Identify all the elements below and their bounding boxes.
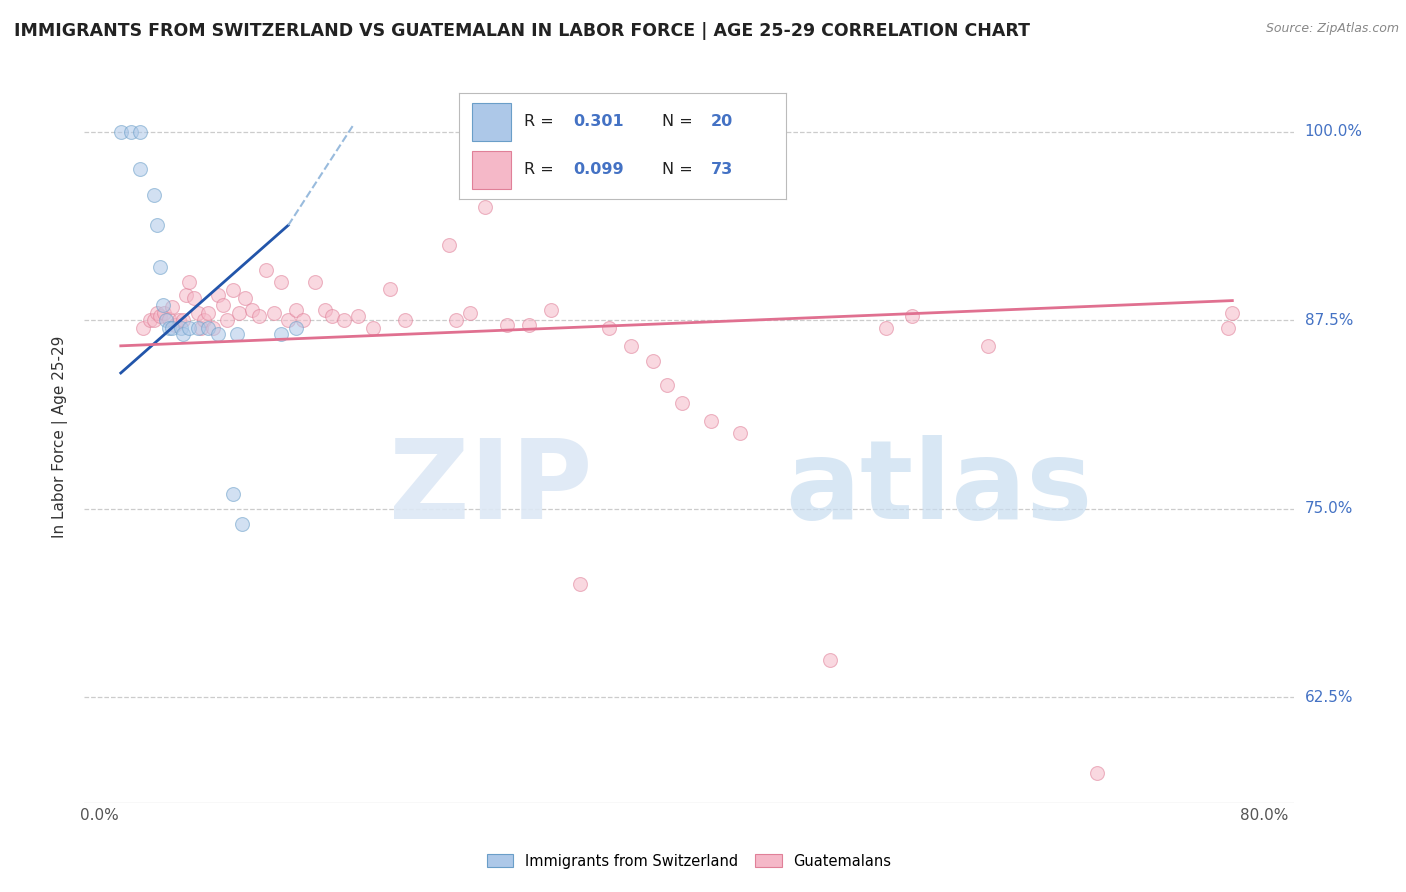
Text: 62.5%: 62.5% — [1305, 690, 1353, 705]
Point — [183, 291, 205, 305]
Point — [190, 320, 212, 334]
Point — [444, 313, 467, 327]
Point — [540, 302, 562, 317]
Point — [394, 313, 416, 327]
Point — [160, 320, 183, 334]
Point — [304, 276, 326, 290]
Point — [207, 287, 229, 301]
Point — [179, 276, 201, 290]
Point — [149, 309, 172, 323]
Point — [1085, 765, 1108, 780]
Point — [620, 339, 643, 353]
Point — [901, 309, 924, 323]
Point — [155, 313, 177, 327]
Point — [176, 287, 198, 301]
Point — [228, 306, 250, 320]
Point — [153, 306, 176, 320]
Point — [700, 414, 723, 428]
Text: 75.0%: 75.0% — [1305, 501, 1353, 516]
Legend: Immigrants from Switzerland, Guatemalans: Immigrants from Switzerland, Guatemalans — [486, 854, 891, 869]
Point — [263, 306, 285, 320]
Point — [655, 378, 678, 392]
Point — [231, 516, 253, 531]
Point — [187, 306, 209, 320]
Point — [143, 313, 166, 327]
Point — [314, 302, 336, 317]
Point — [163, 318, 186, 332]
Point — [197, 306, 219, 320]
Text: 87.5%: 87.5% — [1305, 313, 1353, 327]
Point — [256, 263, 278, 277]
Point — [380, 281, 402, 295]
Point — [207, 326, 229, 341]
Point — [474, 200, 496, 214]
Y-axis label: In Labor Force | Age 25-29: In Labor Force | Age 25-29 — [52, 336, 69, 538]
Point — [1220, 306, 1243, 320]
Point — [201, 320, 224, 334]
Point — [222, 283, 245, 297]
Point — [169, 320, 191, 334]
Point — [332, 313, 354, 327]
Point — [157, 320, 180, 334]
Point — [247, 309, 270, 323]
Text: Source: ZipAtlas.com: Source: ZipAtlas.com — [1265, 22, 1399, 36]
Point — [187, 320, 209, 334]
Point — [347, 309, 370, 323]
Point — [270, 326, 292, 341]
Text: 100.0%: 100.0% — [1305, 124, 1362, 139]
Point — [139, 313, 162, 327]
Point — [728, 426, 751, 441]
Point — [820, 652, 842, 666]
Point — [146, 218, 169, 232]
Point — [222, 486, 245, 500]
Point — [568, 577, 591, 591]
Point — [120, 125, 142, 139]
Point — [152, 298, 174, 312]
Point — [284, 302, 307, 317]
Point — [641, 354, 664, 368]
Point — [361, 320, 384, 334]
Point — [437, 237, 460, 252]
Point — [270, 276, 292, 290]
Point — [976, 339, 998, 353]
Point — [160, 300, 183, 314]
Point — [217, 313, 239, 327]
Text: atlas: atlas — [786, 434, 1092, 541]
Point — [226, 326, 249, 341]
Point — [131, 320, 153, 334]
Point — [172, 313, 194, 327]
Point — [233, 291, 256, 305]
Point — [495, 318, 517, 332]
Point — [146, 306, 169, 320]
Point — [193, 313, 215, 327]
Point — [1216, 320, 1239, 334]
Point — [179, 320, 201, 334]
Point — [321, 309, 343, 323]
Point — [284, 320, 307, 334]
Point — [172, 326, 194, 341]
Point — [240, 302, 263, 317]
Point — [875, 320, 897, 334]
Point — [128, 125, 150, 139]
Point — [110, 125, 132, 139]
Point — [671, 396, 693, 410]
Text: IMMIGRANTS FROM SWITZERLAND VS GUATEMALAN IN LABOR FORCE | AGE 25-29 CORRELATION: IMMIGRANTS FROM SWITZERLAND VS GUATEMALA… — [14, 22, 1031, 40]
Point — [517, 318, 540, 332]
Point — [128, 162, 150, 177]
Point — [149, 260, 172, 275]
Point — [157, 311, 180, 326]
Point — [598, 320, 620, 334]
Point — [167, 313, 190, 327]
Point — [211, 298, 233, 312]
Point — [291, 313, 314, 327]
Point — [277, 313, 299, 327]
Point — [143, 188, 166, 202]
Text: ZIP: ZIP — [389, 434, 592, 541]
Point — [197, 320, 219, 334]
Point — [460, 306, 482, 320]
